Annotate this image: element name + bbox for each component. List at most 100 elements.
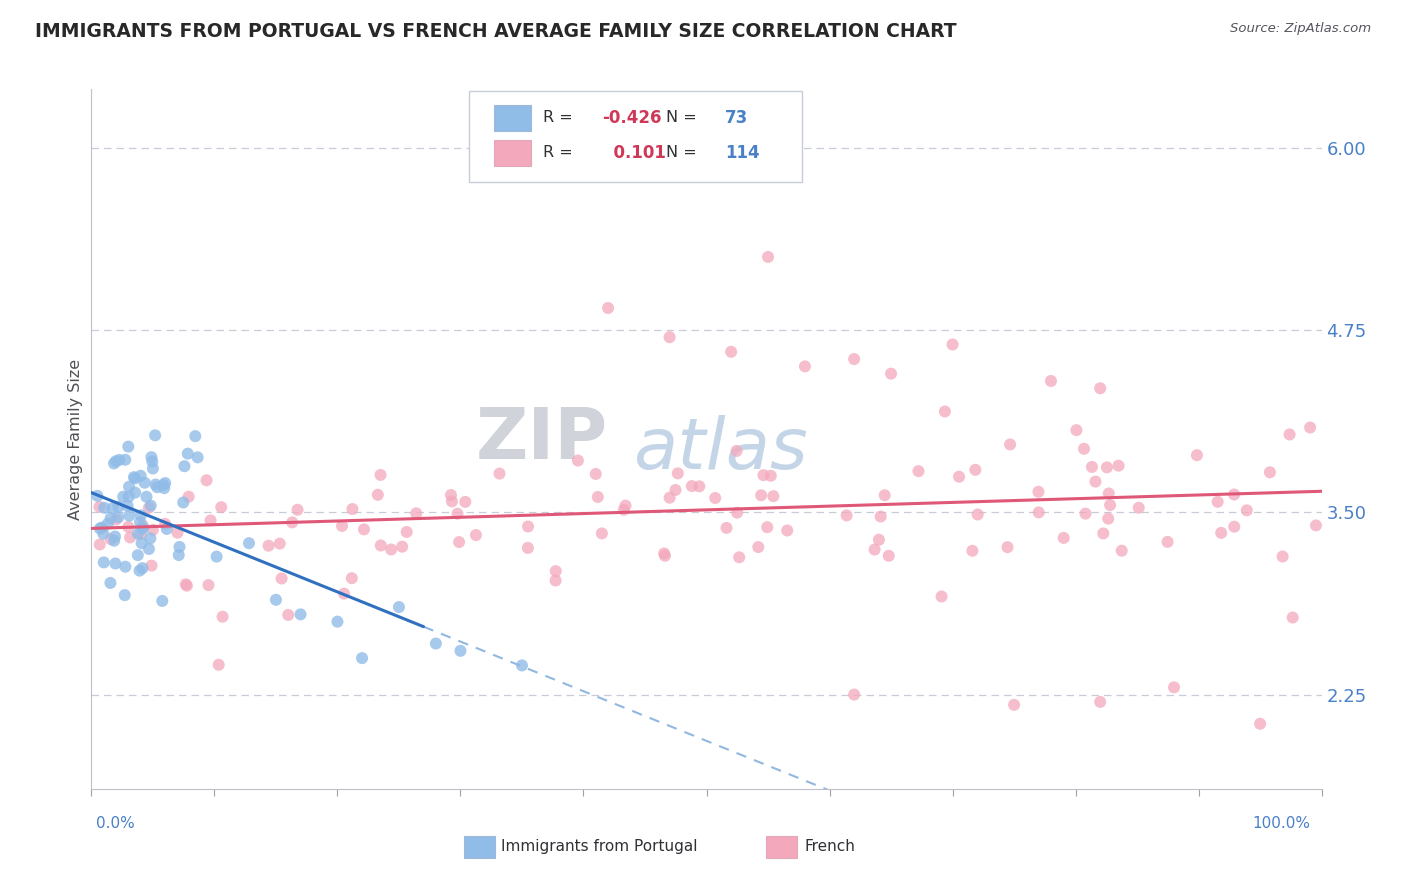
Point: [287, 502, 309, 516]
Point: [100, 533, 122, 547]
Point: [167, 548, 190, 562]
Point: [776, 524, 799, 538]
Point: [752, 468, 775, 483]
Point: [211, 609, 233, 624]
Point: [1092, 526, 1115, 541]
Point: [747, 540, 769, 554]
Point: [326, 615, 349, 629]
Point: [352, 651, 374, 665]
Point: [142, 523, 165, 537]
Point: [1258, 465, 1281, 479]
Point: [367, 488, 389, 502]
Point: [1128, 500, 1150, 515]
Point: [405, 507, 427, 521]
Point: [333, 587, 356, 601]
Bar: [494, 104, 530, 131]
Point: [934, 404, 956, 418]
Point: [342, 502, 364, 516]
Point: [370, 538, 392, 552]
Point: [132, 521, 155, 535]
Point: [153, 481, 176, 495]
Point: [112, 490, 135, 504]
Point: [756, 520, 779, 534]
Point: [544, 574, 567, 588]
Point: [97, 516, 120, 531]
Point: [395, 524, 418, 539]
Point: [716, 521, 738, 535]
Point: [104, 557, 127, 571]
Point: [132, 518, 155, 533]
Point: [380, 542, 402, 557]
Text: N =: N =: [666, 145, 702, 161]
Point: [131, 561, 153, 575]
Text: R =: R =: [543, 145, 578, 161]
Point: [1305, 518, 1327, 533]
Point: [117, 440, 139, 454]
Point: [793, 359, 815, 374]
Point: [129, 515, 152, 529]
Point: [1053, 531, 1076, 545]
Point: [997, 540, 1019, 554]
Point: [440, 488, 463, 502]
Point: [89, 522, 111, 536]
Point: [105, 454, 127, 468]
Bar: [494, 140, 530, 166]
Point: [156, 522, 179, 536]
Point: [127, 526, 149, 541]
Point: [93, 526, 115, 541]
Point: [370, 467, 392, 482]
Text: 0.101: 0.101: [602, 144, 666, 162]
Point: [139, 531, 162, 545]
Point: [89, 500, 111, 514]
Text: ZIP: ZIP: [475, 405, 607, 474]
Point: [129, 508, 152, 523]
Point: [454, 495, 477, 509]
Point: [104, 530, 127, 544]
Point: [759, 468, 782, 483]
Point: [120, 530, 142, 544]
Point: [93, 500, 115, 515]
Point: [465, 528, 488, 542]
Point: [1074, 507, 1097, 521]
Point: [425, 636, 447, 650]
Point: [720, 344, 742, 359]
Point: [141, 450, 163, 465]
Point: [941, 337, 963, 351]
Point: [877, 549, 900, 563]
Point: [388, 600, 411, 615]
Point: [658, 491, 681, 505]
Point: [1088, 381, 1111, 395]
Point: [516, 541, 538, 555]
Point: [146, 480, 169, 494]
Point: [725, 506, 748, 520]
Point: [835, 508, 858, 523]
Point: [966, 508, 988, 522]
Point: [118, 490, 141, 504]
Point: [103, 456, 125, 470]
Point: [1002, 698, 1025, 712]
Point: [488, 467, 510, 481]
Point: [728, 550, 751, 565]
Point: [1278, 427, 1301, 442]
Point: [664, 483, 686, 497]
Point: [567, 453, 589, 467]
Point: [1211, 525, 1233, 540]
Point: [200, 513, 222, 527]
Point: [173, 459, 195, 474]
Point: [150, 594, 173, 608]
Point: [143, 428, 166, 442]
Point: [1271, 549, 1294, 564]
Point: [658, 330, 681, 344]
Point: [270, 572, 292, 586]
Point: [1156, 534, 1178, 549]
Point: [353, 522, 375, 536]
Point: [440, 494, 463, 508]
Point: [1066, 423, 1088, 437]
Point: [114, 452, 136, 467]
Text: Source: ZipAtlas.com: Source: ZipAtlas.com: [1230, 22, 1371, 36]
Point: [873, 488, 896, 502]
Point: [209, 500, 232, 515]
Point: [127, 548, 149, 562]
Point: [101, 501, 124, 516]
Point: [868, 533, 890, 547]
